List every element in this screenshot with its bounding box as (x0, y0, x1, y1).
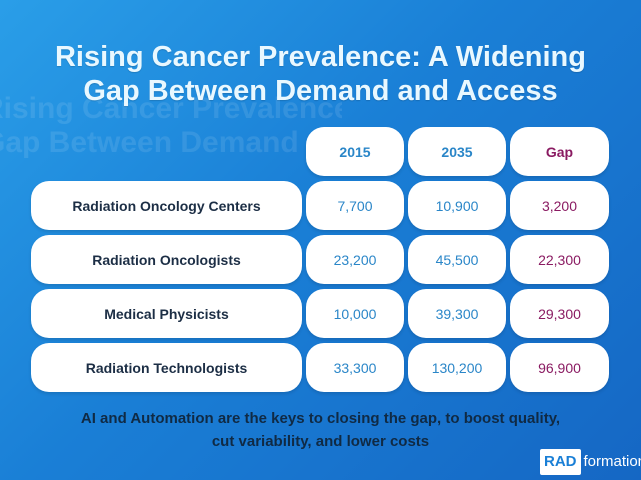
radformation-logo: RAD formation (540, 448, 641, 476)
footer-message: AI and Automation are the keys to closin… (0, 407, 641, 453)
ghost-line-1: Rising Cancer Prevalence: A Widening (0, 92, 342, 125)
footer-line-2: cut variability, and lower costs (211, 433, 430, 450)
ghost-line-2: Gap Between Demand and Access (0, 126, 342, 159)
logo-formation-text: formation (583, 453, 641, 470)
cell-physicists-2015: 10,000 (306, 289, 404, 338)
row-label-medical-physicists: Medical Physicists (31, 289, 302, 338)
row-label-radiation-oncologists: Radiation Oncologists (31, 235, 302, 284)
row-label-radiation-technologists: Radiation Technologists (31, 343, 302, 392)
cell-centers-gap: 3,200 (510, 181, 609, 230)
cell-centers-2015: 7,700 (306, 181, 404, 230)
row-label-radiation-oncology-centers: Radiation Oncology Centers (31, 181, 302, 230)
cell-oncologists-2035: 45,500 (408, 235, 506, 284)
page-title: Rising Cancer Prevalence: A Widening Gap… (0, 40, 641, 108)
cell-technologists-2035: 130,200 (408, 343, 506, 392)
title-line-2: Gap Between Demand and Access (83, 75, 558, 107)
cell-physicists-2035: 39,300 (408, 289, 506, 338)
footer-line-1: AI and Automation are the keys to closin… (80, 410, 561, 427)
cell-technologists-2015: 33,300 (306, 343, 404, 392)
column-header-2035: 2035 (408, 127, 506, 176)
ghost-title-echo: Rising Cancer Prevalence: A Widening Gap… (0, 92, 342, 160)
cell-oncologists-gap: 22,300 (510, 235, 609, 284)
logo-rad-text: RAD (540, 449, 581, 475)
column-header-2015: 2015 (306, 127, 404, 176)
cell-physicists-gap: 29,300 (510, 289, 609, 338)
cell-oncologists-2015: 23,200 (306, 235, 404, 284)
column-header-gap: Gap (510, 127, 609, 176)
cell-centers-2035: 10,900 (408, 181, 506, 230)
cell-technologists-gap: 96,900 (510, 343, 609, 392)
title-line-1: Rising Cancer Prevalence: A Widening (54, 41, 586, 73)
